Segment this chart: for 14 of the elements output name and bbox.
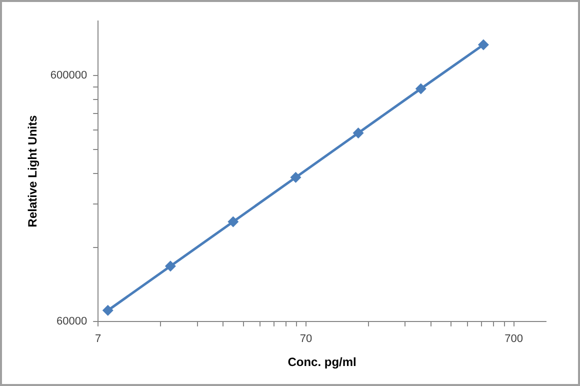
x-tick-label: 7 [95,333,102,346]
point [164,260,176,272]
point [478,39,489,50]
y-tick-label: 600000 [50,70,88,82]
x-tick-label: 70 [300,333,312,346]
y-axis-title: Relative Light Units [26,114,40,228]
point [228,216,239,228]
point [102,304,114,316]
x-axis-title: Conc. pg/ml [288,355,356,370]
y-tick-label: 60000 [56,315,88,328]
point [415,83,426,94]
point [290,172,302,183]
point [352,127,364,138]
x-tick-label: 700 [504,333,523,346]
